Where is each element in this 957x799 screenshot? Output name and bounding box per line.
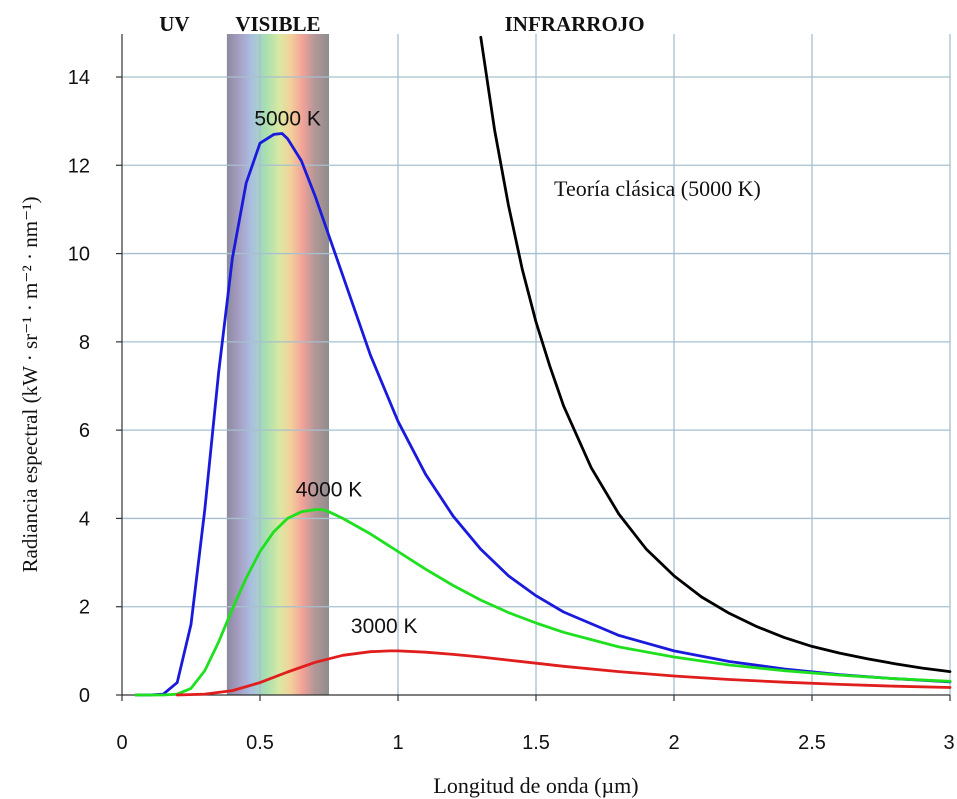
y-tick-label: 6 <box>79 420 90 442</box>
curve-label: 3000 K <box>351 615 418 638</box>
x-tick-label: 2.5 <box>798 732 826 754</box>
y-tick-label: 0 <box>79 685 90 707</box>
axes: 0 0.5 1 1.5 2 2.5 3 0 2 4 6 8 10 12 14 <box>68 34 955 754</box>
y-axis-label: Radiancia espectral (kW · sr⁻¹ · m⁻² · n… <box>18 197 42 573</box>
x-tick-label: 1 <box>392 732 403 754</box>
curve-label: Teoría clásica (5000 K) <box>554 176 761 201</box>
y-tick-label: 2 <box>79 597 90 619</box>
curve-label: 5000 K <box>254 108 321 131</box>
series-line <box>479 35 952 673</box>
y-tick-label: 14 <box>68 67 90 89</box>
curve-label: 4000 K <box>296 478 363 501</box>
series-line <box>134 508 952 697</box>
y-tick-label: 12 <box>68 155 90 177</box>
x-axis-label: Longitud de onda (µm) <box>433 773 638 798</box>
x-tick-label: 3 <box>943 732 954 754</box>
x-tick-label: 0 <box>116 732 127 754</box>
x-tick-label: 2 <box>668 732 679 754</box>
y-tick-label: 4 <box>79 508 90 530</box>
x-tick-label: 0.5 <box>246 732 274 754</box>
series-line <box>134 132 952 697</box>
y-tick-label: 10 <box>68 244 90 266</box>
labels-layer: 5000 K 4000 K 3000 K Teoría clásica (5000 K… <box>159 12 761 638</box>
region-label: VISIBLE <box>235 12 320 36</box>
region-label: INFRARROJO <box>505 12 645 36</box>
region-label: UV <box>159 12 189 36</box>
series-layer <box>134 35 952 697</box>
x-tick-label: 1.5 <box>522 732 550 754</box>
series-line <box>175 649 952 697</box>
grid <box>122 34 951 695</box>
y-tick-label: 8 <box>79 332 90 354</box>
